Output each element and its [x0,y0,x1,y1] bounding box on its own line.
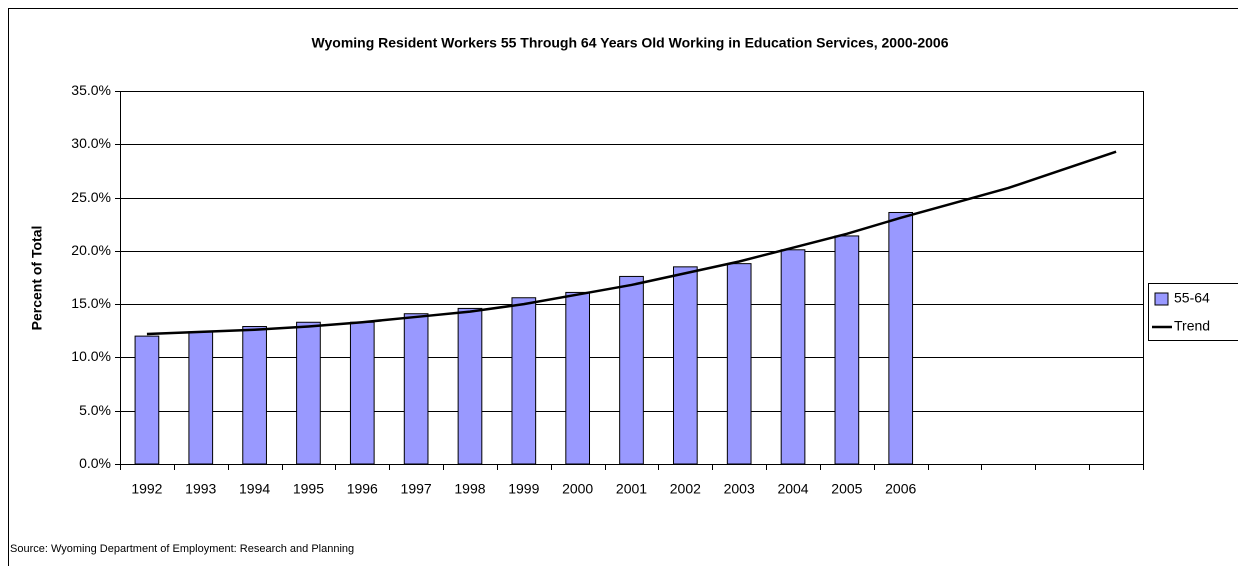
legend-label: Trend [1174,318,1210,334]
y-tick-label: 25.0% [71,189,111,205]
bar [619,275,644,465]
x-tick-label: 1998 [454,481,485,497]
x-tick-label: 2004 [777,481,808,497]
x-tick-label: 1993 [185,481,216,497]
bar [834,235,860,465]
x-tick-label: 1994 [239,481,270,497]
y-tick-label: 0.0% [79,455,111,471]
bar [565,291,591,465]
bar [511,297,537,465]
bar [134,335,160,465]
x-tick-label: 1995 [293,481,324,497]
bar [188,331,214,465]
y-tick-label: 30.0% [71,135,111,151]
x-tick-label: 1999 [508,481,539,497]
x-tick-label: 2002 [670,481,701,497]
x-tick-label: 2000 [562,481,593,497]
x-tick-label: 2005 [831,481,862,497]
legend-label: 55-64 [1174,290,1210,306]
bar [888,211,914,465]
bar [726,263,752,465]
y-tick-label: 35.0% [71,82,111,98]
x-tick-label: 1997 [401,481,432,497]
bar [780,249,806,465]
x-tick-label: 2001 [616,481,647,497]
x-tick-label: 2006 [885,481,916,497]
x-tick-label: 2003 [724,481,755,497]
bar [349,321,375,465]
y-tick-label: 10.0% [71,348,111,364]
chart-frame [8,8,1238,566]
bar [672,266,698,465]
bar [296,321,321,465]
y-axis-label: Percent of Total [29,226,45,331]
bar [242,326,267,465]
legend-swatch [1154,292,1169,306]
y-tick-label: 15.0% [71,295,111,311]
y-tick-label: 20.0% [71,242,111,258]
bar [457,307,483,465]
source-note: Source: Wyoming Department of Employment… [10,543,354,555]
bar [403,313,429,465]
trend-line [146,150,1117,336]
x-tick-label: 1996 [347,481,378,497]
x-tick-label: 1992 [131,481,162,497]
y-tick-label: 5.0% [79,402,111,418]
chart-title: Wyoming Resident Workers 55 Through 64 Y… [312,35,949,51]
